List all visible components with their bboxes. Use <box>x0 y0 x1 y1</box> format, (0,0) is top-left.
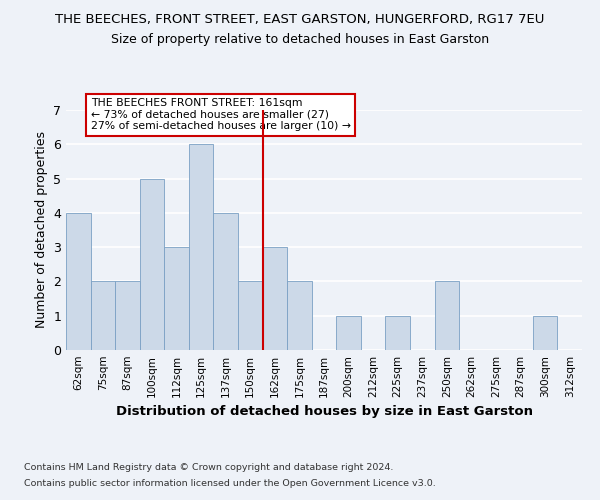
Text: THE BEECHES, FRONT STREET, EAST GARSTON, HUNGERFORD, RG17 7EU: THE BEECHES, FRONT STREET, EAST GARSTON,… <box>55 12 545 26</box>
Bar <box>66 213 91 350</box>
Bar <box>91 282 115 350</box>
Bar <box>189 144 214 350</box>
Text: Contains public sector information licensed under the Open Government Licence v3: Contains public sector information licen… <box>24 478 436 488</box>
X-axis label: Distribution of detached houses by size in East Garston: Distribution of detached houses by size … <box>115 406 533 418</box>
Bar <box>164 247 189 350</box>
Bar <box>385 316 410 350</box>
Bar <box>287 282 312 350</box>
Bar <box>214 213 238 350</box>
Bar <box>263 247 287 350</box>
Text: Size of property relative to detached houses in East Garston: Size of property relative to detached ho… <box>111 32 489 46</box>
Y-axis label: Number of detached properties: Number of detached properties <box>35 132 47 328</box>
Bar <box>434 282 459 350</box>
Text: THE BEECHES FRONT STREET: 161sqm
← 73% of detached houses are smaller (27)
27% o: THE BEECHES FRONT STREET: 161sqm ← 73% o… <box>91 98 350 131</box>
Bar <box>140 178 164 350</box>
Text: Contains HM Land Registry data © Crown copyright and database right 2024.: Contains HM Land Registry data © Crown c… <box>24 464 394 472</box>
Bar <box>336 316 361 350</box>
Bar <box>238 282 263 350</box>
Bar <box>533 316 557 350</box>
Bar <box>115 282 140 350</box>
